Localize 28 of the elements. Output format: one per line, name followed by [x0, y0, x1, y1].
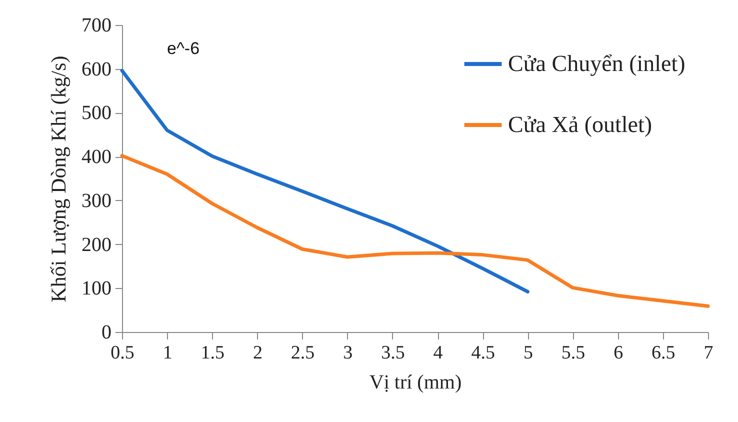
x-tick-label: 6.5	[652, 342, 676, 364]
y-tick-label: 100	[82, 278, 112, 300]
legend-label: Cửa Xả (outlet)	[508, 112, 652, 137]
legend-label: Cửa Chuyển (inlet)	[508, 51, 686, 76]
x-tick-label: 3.5	[381, 342, 405, 364]
x-tick-label: 7	[704, 342, 714, 364]
y-tick-label: 0	[102, 322, 112, 344]
y-tick-label: 500	[82, 102, 112, 124]
y-tick-label: 700	[82, 14, 112, 36]
x-tick-label: 4.5	[471, 342, 495, 364]
x-tick-label: 1	[162, 342, 172, 364]
line-series	[120, 154, 710, 308]
x-tick-label: 3	[343, 342, 353, 364]
x-tick-label: 2	[252, 342, 262, 364]
x-tick-label: 5	[523, 342, 533, 364]
x-tick-label: 1.5	[200, 342, 225, 364]
x-tick-label: 0.5	[110, 342, 134, 364]
y-tick-label: 400	[82, 146, 112, 168]
x-tick-label: 4	[433, 342, 444, 364]
y-tick-label: 300	[82, 190, 112, 212]
x-tick-label: 2.5	[290, 342, 315, 364]
y-tick-label: 200	[82, 234, 112, 256]
y-axis-title: Khối Lượng Dòng Khí (kg/s)	[46, 56, 70, 302]
x-tick-label: 6	[614, 342, 624, 364]
x-tick-label: 5.5	[561, 342, 586, 364]
y-tick-label: 600	[82, 58, 112, 80]
x-axis-title: Vị trí (mm)	[369, 372, 462, 394]
annotation: e^-6	[167, 39, 200, 58]
